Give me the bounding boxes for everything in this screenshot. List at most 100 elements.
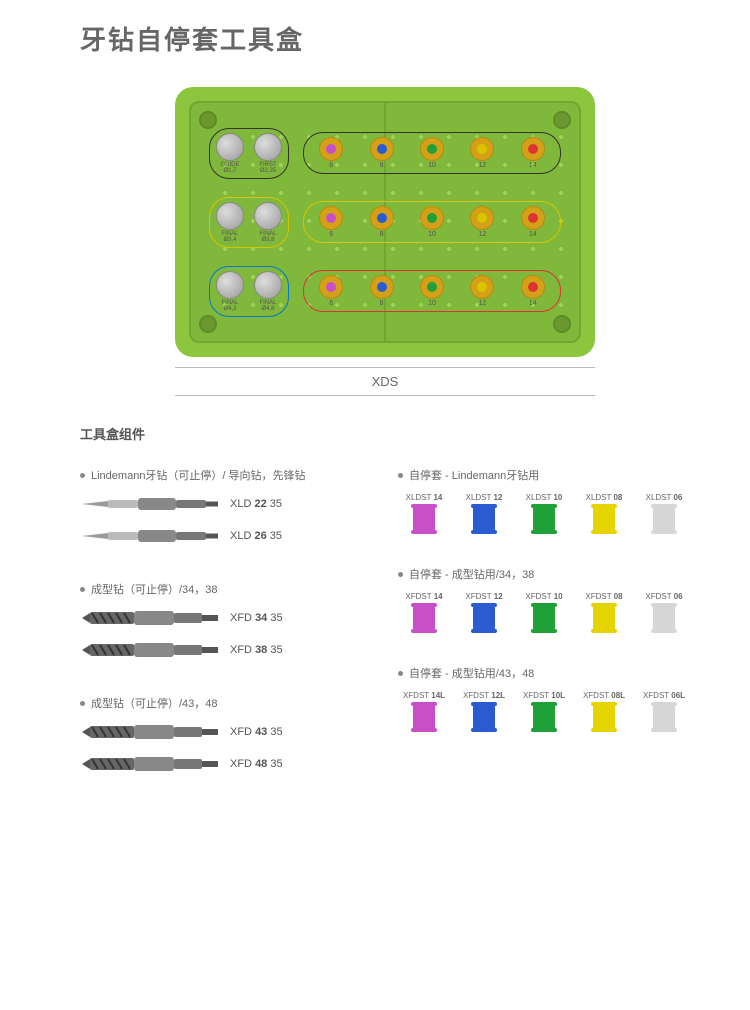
stop-cap-icon	[420, 137, 444, 161]
toolbox: GUIDEØ1,7FIRSTØ2,3568101214FINALØ3,4FINA…	[175, 87, 595, 357]
stop-cap-icon	[370, 137, 394, 161]
stop-top-view: 14	[521, 137, 545, 169]
drill-cap-icon	[254, 133, 282, 161]
stop-ring-icon	[477, 144, 487, 154]
sleeve-icon	[653, 605, 675, 631]
drill-top-view: FIRSTØ2,35	[254, 133, 282, 174]
stop-code: XFDST 06L	[643, 691, 685, 700]
stop-top-view: 6	[319, 275, 343, 307]
stop-group: 6 8 10 12 14	[303, 270, 561, 312]
section-title: 工具盒组件	[80, 424, 690, 443]
stop-item: XFDST 12	[458, 592, 510, 631]
stop-ring-icon	[528, 213, 538, 223]
stop-top-view: 10	[420, 137, 444, 169]
stop-cap-icon	[521, 137, 545, 161]
stop-code: XFDST 08L	[583, 691, 625, 700]
stop-ring-icon	[477, 282, 487, 292]
stop-ring-icon	[427, 282, 437, 292]
bullet-icon	[398, 572, 403, 577]
stop-item: XFDST 12L	[458, 691, 510, 730]
drill-cap-icon	[216, 202, 244, 230]
stop-cap-icon	[420, 275, 444, 299]
columns: Lindemann牙钻（可止停）/ 导向钻，先锋钻XLD 22 35XLD 26…	[80, 467, 690, 809]
sleeve-icon	[533, 704, 555, 730]
sleeve-icon	[473, 704, 495, 730]
drill-icon	[80, 493, 220, 515]
drill-cap-icon	[254, 271, 282, 299]
stop-label: 6	[329, 231, 333, 238]
stop-top-view: 8	[370, 206, 394, 238]
stop-cap-icon	[470, 137, 494, 161]
bullet-text: 自停套 - 成型钻用/34，38	[409, 566, 534, 582]
bullet-icon	[80, 473, 85, 478]
stop-code: XFDST 10L	[523, 691, 565, 700]
drill-label: FINALØ4,3	[221, 300, 238, 312]
drill-code: XFD 48 35	[230, 758, 283, 770]
drill-code: XFD 43 35	[230, 726, 283, 738]
stop-label: 14	[529, 300, 537, 307]
stop-ring-icon	[528, 282, 538, 292]
stop-code: XFDST 12L	[463, 691, 505, 700]
sleeve-icon	[413, 506, 435, 532]
drill-code: XLD 22 35	[230, 498, 282, 510]
drill-block: 成型钻（可止停）/34，38XFD 34 35XFD 38 35	[80, 581, 368, 661]
drill-icon	[80, 525, 220, 547]
stop-item: XFDST 08	[578, 592, 630, 631]
bullet-text: 自停套 - Lindemann牙钻用	[409, 467, 539, 483]
stop-label: 12	[478, 162, 486, 169]
stop-ring-icon	[326, 213, 336, 223]
page-title: 牙钻自停套工具盒	[80, 20, 690, 57]
stop-cap-icon	[521, 275, 545, 299]
stop-item: XLDST 10	[518, 493, 570, 532]
stop-cap-icon	[470, 275, 494, 299]
stop-label: 10	[428, 300, 436, 307]
drill-cap-icon	[254, 202, 282, 230]
stop-top-view: 14	[521, 275, 545, 307]
stop-cap-icon	[319, 137, 343, 161]
stop-item: XLDST 14	[398, 493, 450, 532]
stop-top-view: 14	[521, 206, 545, 238]
stop-ring-icon	[326, 144, 336, 154]
stop-top-view: 10	[420, 275, 444, 307]
bullet-text: 自停套 - 成型钻用/43，48	[409, 665, 534, 681]
stop-group: 68101214	[303, 132, 561, 174]
stop-code: XFDST 14	[405, 592, 442, 601]
stop-ring-icon	[326, 282, 336, 292]
stop-item: XLDST 06	[638, 493, 690, 532]
sleeve-icon	[593, 506, 615, 532]
toolbox-outer: GUIDEØ1,7FIRSTØ2,3568101214FINALØ3,4FINA…	[175, 87, 595, 357]
stop-column: 自停套 - Lindemann牙钻用XLDST 14XLDST 12XLDST …	[398, 467, 690, 809]
stop-label: 8	[380, 231, 384, 238]
stops-row: XFDST 14L XFDST 12L XFDST 10L XFDST 08L XFDS…	[398, 691, 690, 730]
stop-label: 8	[380, 300, 384, 307]
stop-item: XFDST 14L	[398, 691, 450, 730]
sleeve-icon	[653, 506, 675, 532]
stop-cap-icon	[470, 206, 494, 230]
stop-block: 自停套 - 成型钻用/34，38XFDST 14XFDST 12XFDST 10…	[398, 566, 690, 631]
stop-item: XLDST 08	[578, 493, 630, 532]
stop-item: XFDST 06L	[638, 691, 690, 730]
stop-top-view: 12	[470, 275, 494, 307]
stop-top-view: 8	[370, 275, 394, 307]
bullet-heading: 自停套 - Lindemann牙钻用	[398, 467, 690, 483]
stop-label: 10	[428, 231, 436, 238]
bullet-heading: 成型钻（可止停）/34，38	[80, 581, 368, 597]
bullet-icon	[80, 587, 85, 592]
toolbox-row: FINALØ4,3FINALØ4,868101214	[209, 263, 561, 319]
stop-code: XFDST 08	[585, 592, 622, 601]
drill-column: Lindemann牙钻（可止停）/ 导向钻，先锋钻XLD 22 35XLD 26…	[80, 467, 368, 809]
stop-item: XFDST 14	[398, 592, 450, 631]
drill-icon	[80, 753, 220, 775]
drill-row: XLD 22 35	[80, 493, 368, 515]
bullet-heading: Lindemann牙钻（可止停）/ 导向钻，先锋钻	[80, 467, 368, 483]
stop-ring-icon	[377, 144, 387, 154]
stop-cap-icon	[319, 206, 343, 230]
bullet-icon	[80, 701, 85, 706]
stop-code: XFDST 14L	[403, 691, 445, 700]
stop-cap-icon	[521, 206, 545, 230]
stop-top-view: 10	[420, 206, 444, 238]
toolbox-row: GUIDEØ1,7FIRSTØ2,3568101214	[209, 125, 561, 181]
bullet-heading: 自停套 - 成型钻用/34，38	[398, 566, 690, 582]
stop-block: 自停套 - Lindemann牙钻用XLDST 14XLDST 12XLDST …	[398, 467, 690, 532]
stop-cap-icon	[370, 206, 394, 230]
